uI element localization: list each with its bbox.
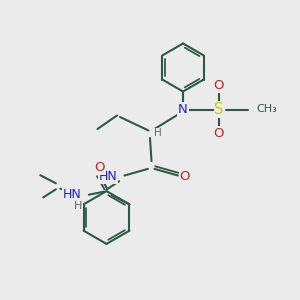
Text: O: O xyxy=(94,161,105,174)
Text: S: S xyxy=(214,102,224,117)
Text: O: O xyxy=(214,127,224,140)
Text: H: H xyxy=(74,201,82,211)
Text: O: O xyxy=(214,79,224,92)
Text: N: N xyxy=(178,103,188,116)
Text: HN: HN xyxy=(63,188,81,201)
Text: HN: HN xyxy=(98,170,117,184)
Text: CH₃: CH₃ xyxy=(256,104,277,115)
Text: H: H xyxy=(154,128,161,139)
Text: O: O xyxy=(179,170,190,184)
